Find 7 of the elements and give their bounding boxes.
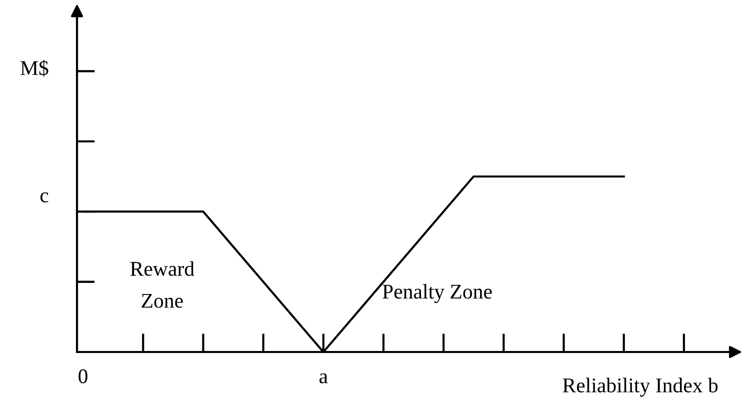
annotation: Reward Zone — [130, 261, 194, 308]
text: M$ — [20, 60, 48, 77]
x-axis-title: Reliability Index b — [562, 378, 718, 397]
x-tick-label: a — [319, 373, 328, 384]
text: c — [40, 192, 48, 202]
annotation: Penalty Zone — [382, 284, 492, 303]
x-tick-label: 0 — [78, 369, 88, 384]
